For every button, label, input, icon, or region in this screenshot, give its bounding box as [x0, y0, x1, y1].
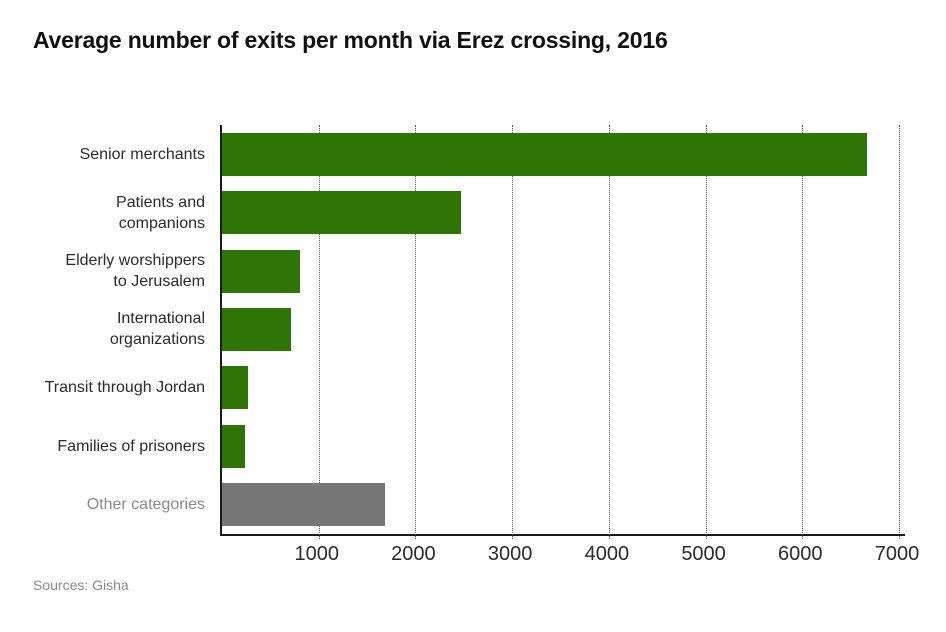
bar-elderly-worshippers	[222, 249, 301, 293]
x-tick-label: 7000	[874, 543, 920, 565]
bar-track	[222, 476, 899, 534]
category-label: Transit through Jordan	[44, 379, 205, 397]
x-tick-label: 2000	[391, 543, 436, 565]
bar-track	[222, 417, 899, 475]
x-tick-label: 3000	[487, 543, 533, 565]
bar-patients-companions	[222, 191, 461, 235]
chart-row: Other categories	[0, 476, 946, 534]
chart-row: Senior merchants	[0, 125, 946, 183]
category-label: Patients and companions	[116, 193, 205, 232]
gridline	[415, 125, 417, 539]
x-tick-label: 5000	[681, 543, 726, 565]
bar-rows: Senior merchants Patients and companions…	[0, 125, 946, 534]
gridline	[705, 125, 707, 539]
chart-row: Elderly worshippers to Jerusalem	[0, 242, 946, 300]
chart-row: Patients and companions	[0, 183, 946, 241]
bar-track	[222, 183, 899, 241]
bar-transit-jordan	[222, 366, 248, 410]
gridline	[802, 125, 804, 539]
gridline	[608, 125, 610, 539]
plot-area	[220, 125, 905, 539]
x-axis-ticks: 1000 2000 3000 4000 5000 6000 7000	[220, 540, 919, 570]
chart-row: Families of prisoners	[0, 417, 946, 475]
gridline	[512, 125, 514, 539]
bar-other-categories	[222, 483, 385, 527]
bar-senior-merchants	[222, 132, 868, 176]
gridline	[318, 125, 320, 539]
category-label: Families of prisoners	[57, 437, 205, 455]
x-tick-label: 6000	[778, 543, 823, 565]
bar-track	[222, 242, 899, 300]
x-tick-label: 4000	[584, 543, 630, 565]
source-note: Sources: Gisha	[33, 577, 129, 593]
x-tick-label: 1000	[294, 543, 339, 565]
category-label: Senior merchants	[79, 145, 205, 163]
chart-row: Transit through Jordan	[0, 359, 946, 417]
bar-international-orgs	[222, 307, 292, 351]
category-label: Other categories	[86, 496, 205, 514]
chart-row: International organizations	[0, 300, 946, 358]
category-label: International organizations	[109, 310, 205, 349]
bar-track	[222, 300, 899, 358]
category-label: Elderly worshippers to Jerusalem	[65, 252, 205, 291]
bar-track	[222, 359, 899, 417]
bar-track	[222, 125, 899, 183]
bar-families-of-prisoners	[222, 424, 246, 468]
chart-title: Average number of exits per month via Er…	[33, 27, 668, 53]
gridline	[899, 125, 900, 539]
